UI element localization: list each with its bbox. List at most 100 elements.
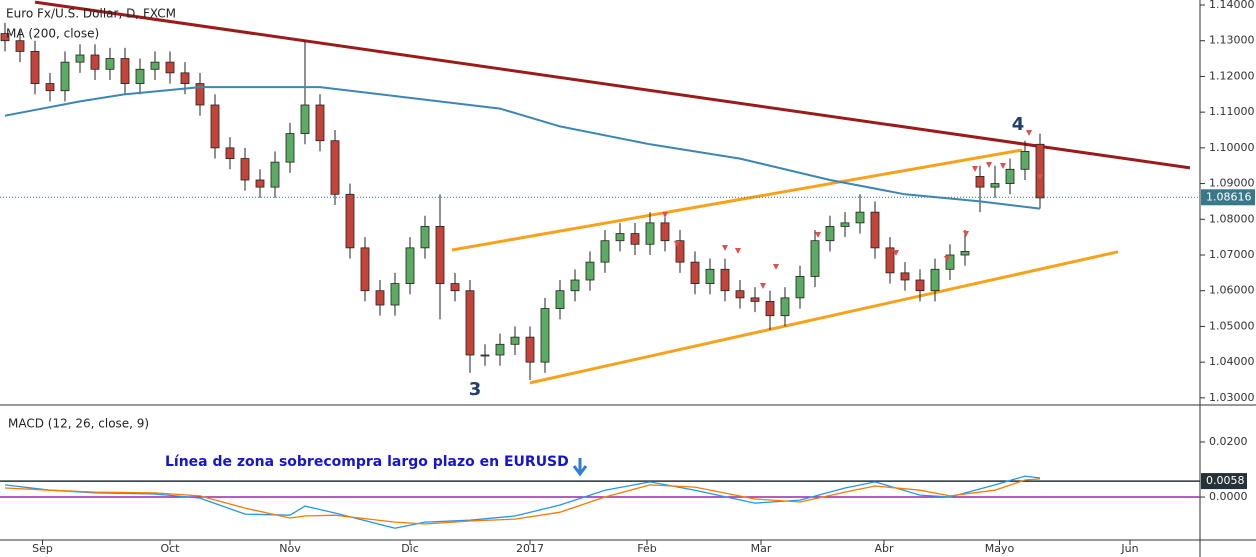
signal-marker [662, 212, 668, 218]
candle-body [180, 72, 190, 84]
candle-body [150, 61, 160, 70]
candle-body [975, 176, 985, 188]
candle-body [210, 104, 220, 149]
candle-body [345, 193, 355, 249]
candle-body [285, 133, 295, 163]
candle-body [810, 240, 820, 277]
candle-body [120, 58, 130, 84]
x-tick-label: Jun [1120, 542, 1138, 555]
candle-body [600, 240, 610, 263]
signal-marker [1037, 174, 1043, 180]
candle-body [615, 233, 625, 242]
signal-marker [963, 231, 969, 237]
candle-body [705, 268, 715, 284]
candle-body [0, 33, 10, 42]
indicator-line [4, 478, 1041, 525]
candle-body [495, 343, 505, 356]
trendline [529, 250, 1119, 385]
y-tick-label: 1.10000 [1209, 141, 1255, 154]
y-tick-label: 1.03000 [1209, 391, 1255, 404]
signal-marker [1026, 130, 1032, 136]
candle-body [540, 308, 550, 363]
candle-body [645, 222, 655, 245]
signal-marker [815, 232, 821, 238]
signal-marker [893, 250, 899, 256]
candle-body [420, 226, 430, 249]
candle-body [765, 301, 775, 317]
candle-body [825, 226, 835, 242]
value-box [1201, 473, 1247, 490]
arrow [572, 458, 588, 477]
candle-body [1035, 143, 1045, 199]
candle-body [435, 226, 445, 284]
candle-body [465, 290, 475, 356]
signal-marker [972, 166, 978, 172]
y-tick-label: 1.04000 [1209, 355, 1255, 368]
signal-marker [986, 162, 992, 168]
candle-body [510, 336, 520, 345]
candle-body [165, 61, 175, 74]
candle-body [690, 261, 700, 284]
candle-body [90, 54, 100, 70]
candle-body [840, 222, 850, 227]
candle-body [105, 58, 115, 70]
x-tick-label: Mayo [985, 542, 1015, 555]
candle-body [390, 283, 400, 306]
trendline [34, 0, 1191, 170]
candle-body [915, 279, 925, 292]
candle-body [300, 104, 310, 134]
candle-body [60, 61, 70, 92]
wave-label: 3 [469, 379, 482, 400]
signal-markers [662, 130, 1043, 289]
candle-body [900, 272, 910, 281]
candle-body [735, 290, 745, 299]
candle-body [405, 247, 415, 284]
value-label: 0.0058 [1206, 474, 1245, 487]
candle-body [585, 261, 595, 281]
x-tick-label: Sep [32, 542, 53, 555]
y-tick-label: 1.11000 [1209, 105, 1255, 118]
x-tick-label: Nov [279, 542, 301, 555]
y-tick-label: 1.08000 [1209, 212, 1255, 225]
candle-body [45, 83, 55, 92]
candle-body [1020, 151, 1030, 170]
x-tick-label: Mar [751, 542, 772, 555]
x-tick-label: 2017 [516, 542, 544, 555]
candle-body [375, 290, 385, 306]
candle-body [570, 279, 580, 292]
signal-marker [735, 248, 741, 254]
candle-body [270, 161, 280, 188]
y-tick-label: 0.0000 [1209, 490, 1248, 503]
y-tick-label: 1.14000 [1209, 0, 1255, 11]
signal-marker [760, 283, 766, 289]
y-tick-label: 1.05000 [1209, 319, 1255, 332]
last-price-label: 1.08616 [1206, 190, 1252, 203]
candle-body [795, 276, 805, 299]
y-tick-label: 0.0200 [1209, 435, 1248, 448]
x-tick-label: Oct [160, 542, 180, 555]
wave-label: 4 [1012, 114, 1025, 135]
candle-body [75, 54, 85, 63]
candle-body [30, 51, 40, 84]
x-tick-label: Dic [401, 542, 419, 555]
candle-body [1005, 168, 1015, 184]
x-tick-label: Feb [637, 542, 656, 555]
y-tick-label: 1.13000 [1209, 34, 1255, 47]
trendline [451, 148, 1023, 252]
candle-body [360, 247, 370, 292]
y-tick-label: 1.07000 [1209, 248, 1255, 261]
signal-marker [674, 241, 680, 247]
chart-title: Euro Fx/U.S. Dollar, D, FXCM [6, 7, 176, 21]
candle-body [135, 68, 145, 84]
y-tick-label: 1.06000 [1209, 284, 1255, 297]
candle-body [960, 251, 970, 256]
candle-body [885, 247, 895, 274]
candle-body [660, 222, 670, 242]
candle-body [480, 354, 490, 357]
indicator-line [4, 475, 1041, 529]
candle-body [225, 147, 235, 159]
candle-body [240, 158, 250, 181]
